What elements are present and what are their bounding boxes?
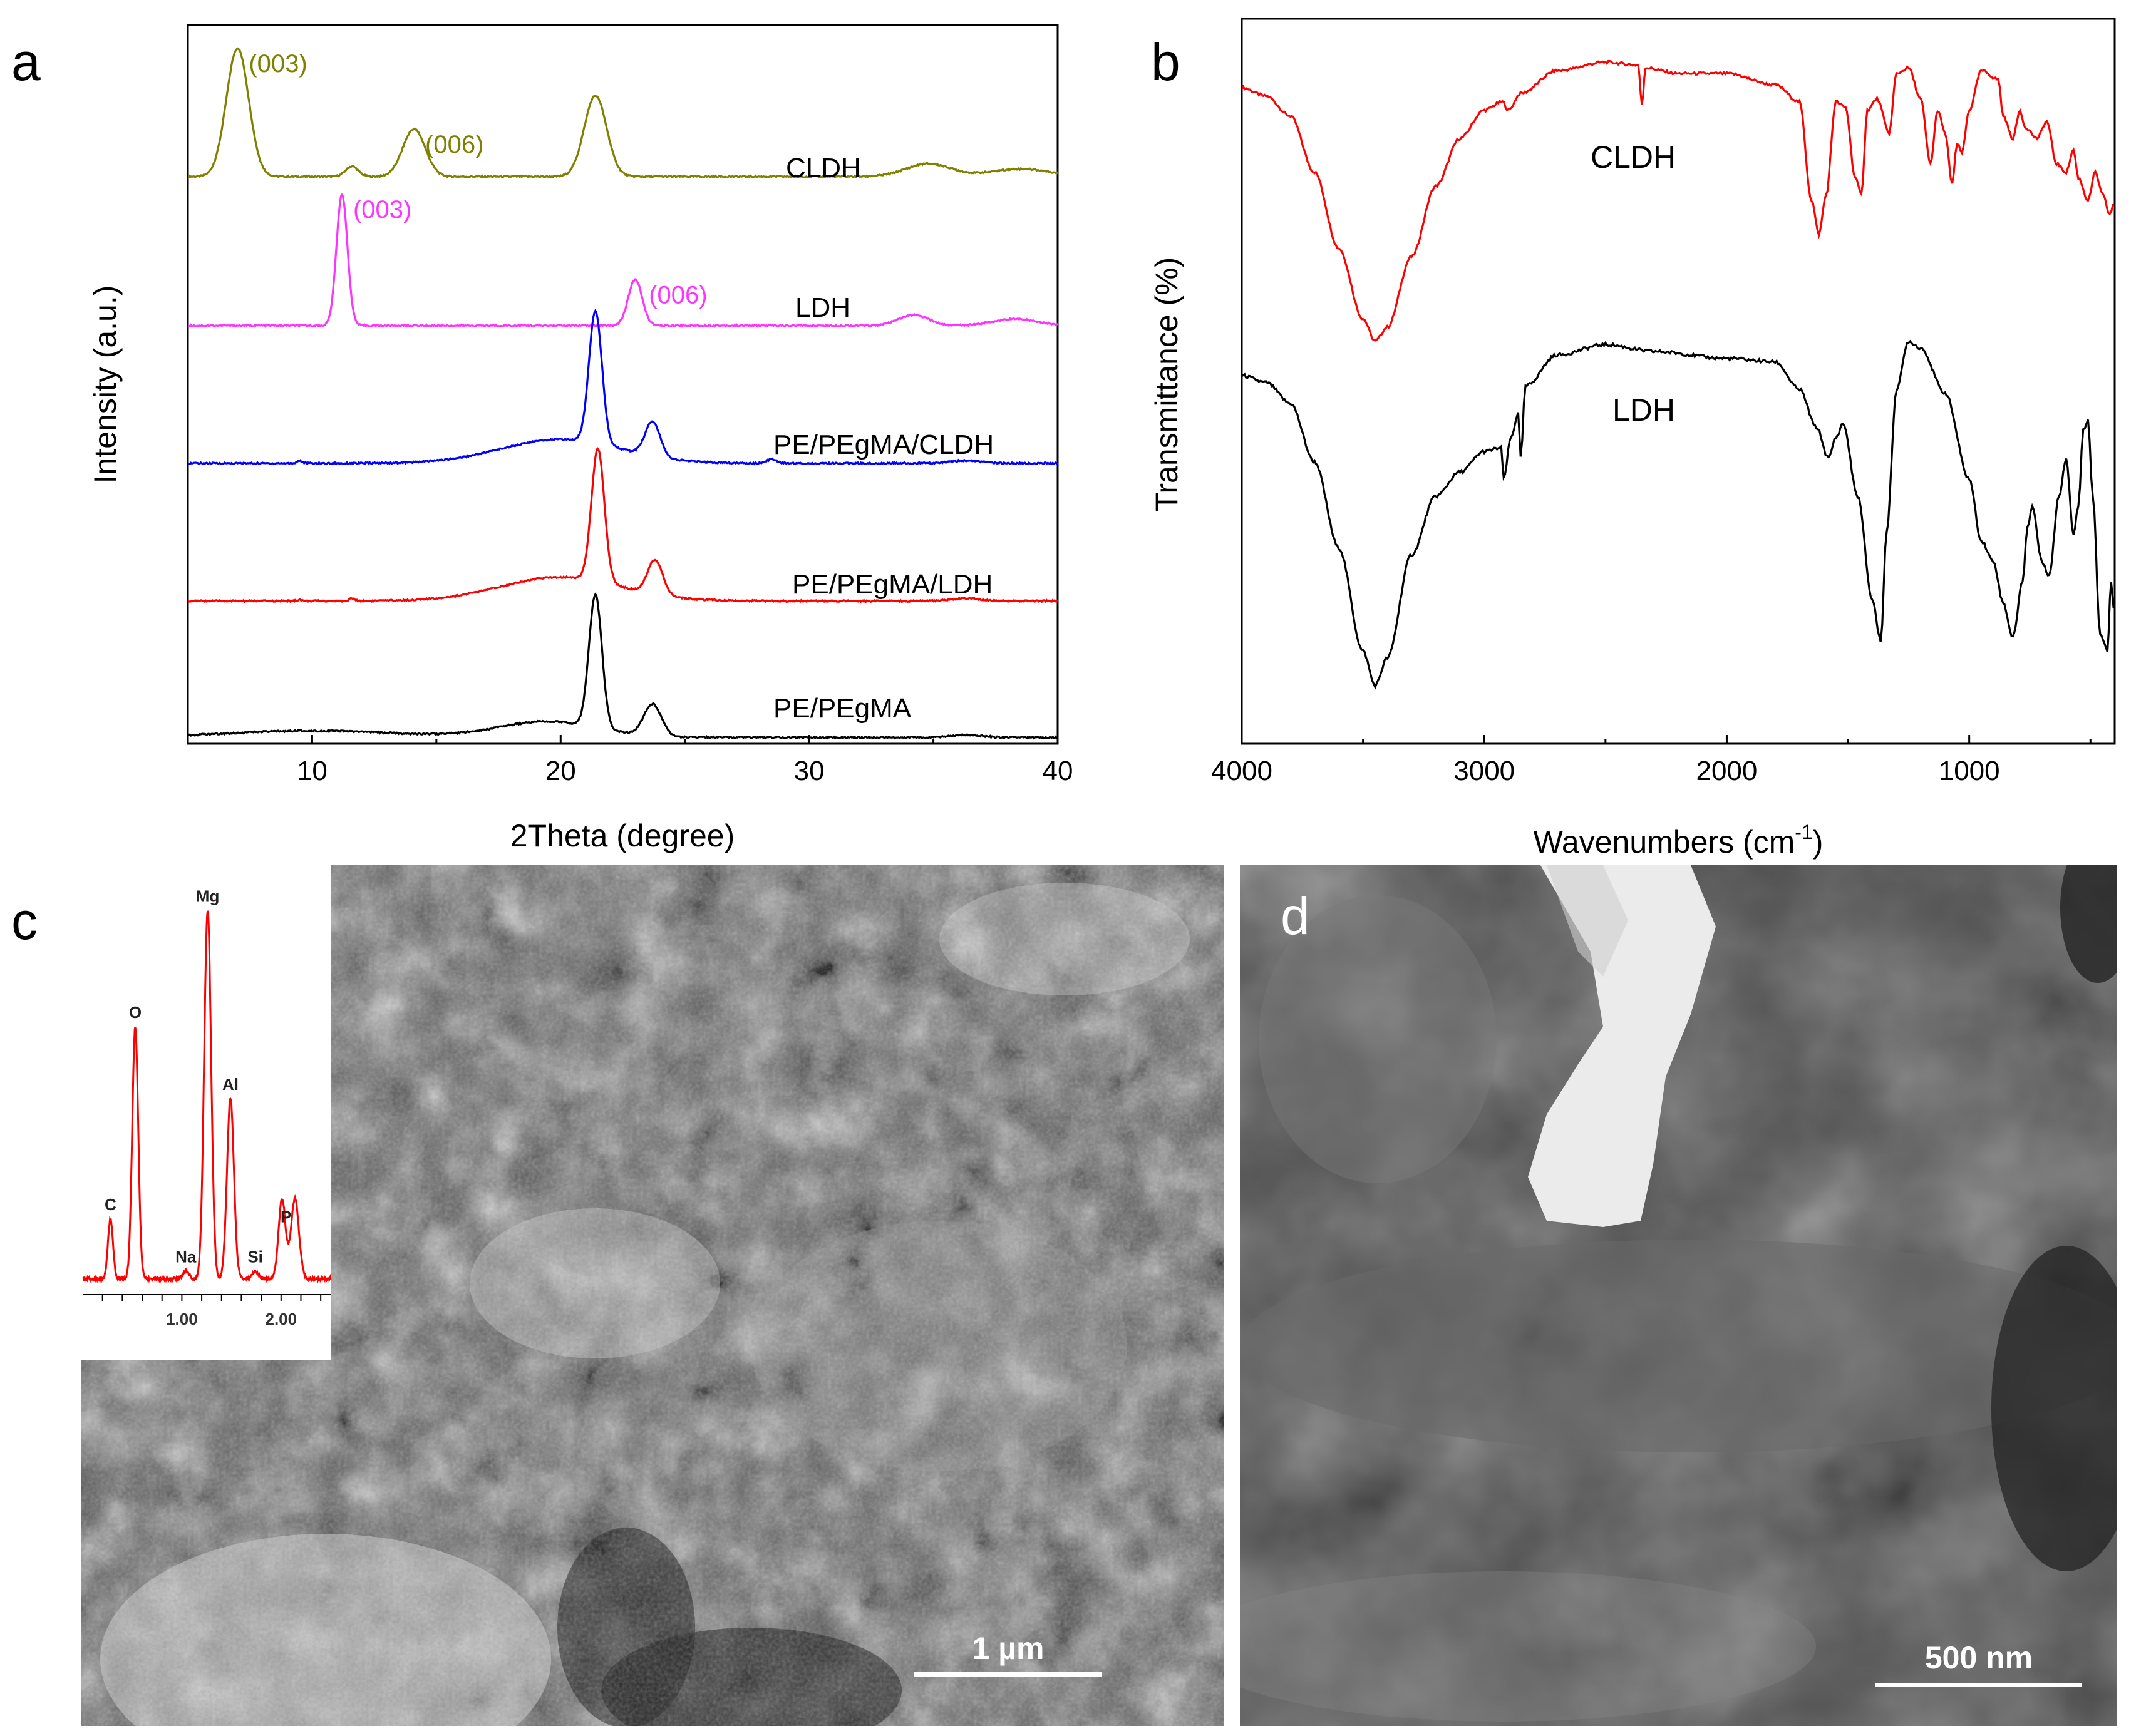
panel-b-xlabel: Wavenumbers (cm-1) — [1534, 821, 1824, 860]
panel-label-c: c — [11, 891, 38, 950]
eds-spectrum-line — [81, 910, 332, 1284]
eds-element-label: Na — [175, 1247, 197, 1266]
xrd-x-tick-label: 30 — [794, 756, 825, 786]
xrd-series-label: CLDH — [786, 153, 861, 183]
xrd-series-line — [188, 308, 1058, 466]
ftir-x-tick-label: 3000 — [1453, 756, 1515, 786]
panel-label-d: d — [1281, 886, 1310, 945]
tem-scale-label: 500 nm — [1925, 1640, 2033, 1675]
xrd-series-label: PE/PEgMA/CLDH — [773, 429, 994, 460]
xrd-peak-label: (003) — [353, 196, 411, 223]
panel-a-ylabel: Intensity (a.u.) — [88, 285, 123, 484]
xrd-peak-label: (003) — [249, 50, 307, 78]
xrd-peak-label: (006) — [649, 282, 707, 309]
eds-element-label: P — [281, 1207, 291, 1226]
xrd-series-line — [188, 193, 1058, 329]
panel-a-xlabel: 2Theta (degree) — [510, 818, 735, 853]
eds-element-label: C — [105, 1195, 116, 1214]
panel-a-frame — [187, 24, 1059, 745]
panel-b-frame — [1241, 18, 2116, 745]
tem-scale-bar — [1875, 1683, 2082, 1687]
panel-b-xlabel-end: ) — [1813, 824, 1824, 860]
eds-x-tick-label: 1.00 — [166, 1310, 198, 1328]
ftir-series-line — [1242, 59, 2114, 342]
eds-x-tick-label: 2.00 — [265, 1310, 297, 1328]
ftir-series-label: CLDH — [1591, 140, 1676, 175]
eds-element-label: O — [129, 1003, 142, 1022]
ftir-series-line — [1242, 339, 2115, 690]
ftir-x-tick-label: 2000 — [1696, 756, 1757, 786]
xrd-series-label: LDH — [795, 292, 850, 323]
xrd-peak-label: (006) — [425, 131, 483, 158]
panel-b-chart: CLDH LDH 4000 3000 2000 1000 Wavenumbers (cm… — [1149, 18, 2116, 860]
xrd-series-label: PE/PEgMA — [773, 693, 912, 724]
xrd-x-tick-label: 40 — [1043, 756, 1073, 786]
panel-b-xlabel-sup: -1 — [1795, 821, 1812, 843]
xrd-x-tick-label: 20 — [545, 756, 576, 786]
panel-d-tem-image: 500 nm — [1240, 865, 2117, 1726]
xrd-series-label: PE/PEgMA/LDH — [792, 569, 993, 600]
xrd-series-line — [188, 47, 1058, 179]
panel-c-eds-inset: 1.00 2.00 C O Na Mg Al Si P — [81, 865, 332, 1360]
xrd-series-line — [188, 446, 1058, 603]
panel-label-a: a — [11, 33, 41, 91]
xrd-series-line — [188, 592, 1058, 740]
panel-label-b: b — [1151, 33, 1180, 91]
panel-b-xlabel-main: Wavenumbers (cm — [1534, 824, 1795, 860]
xrd-x-tick-label: 10 — [297, 756, 328, 786]
sem-scale-bar — [914, 1672, 1102, 1677]
sem-scale-label: 1 µm — [972, 1631, 1045, 1666]
eds-element-label: Si — [247, 1247, 263, 1266]
ftir-x-tick-label: 1000 — [1939, 756, 2000, 786]
eds-element-label: Al — [222, 1075, 239, 1094]
eds-element-label: Mg — [196, 886, 220, 905]
panel-a-chart: CLDH (003) (006) LDH (003) (006) PE/PEgMA/CLDH… — [88, 24, 1073, 853]
ftir-x-tick-label: 4000 — [1211, 756, 1272, 786]
panel-b-ylabel: Transmittance (%) — [1149, 257, 1184, 512]
ftir-series-label: LDH — [1612, 393, 1675, 428]
